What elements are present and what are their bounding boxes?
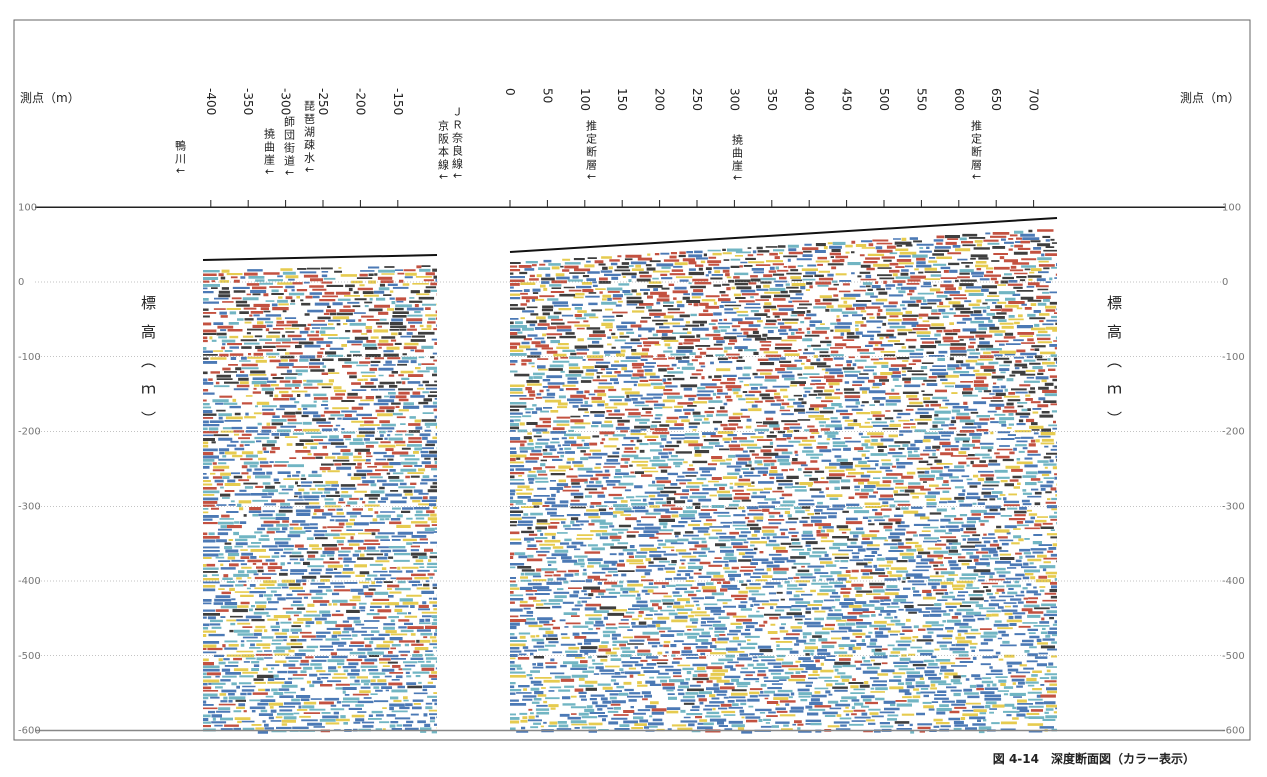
seismic-texture [509, 229, 1057, 733]
annotation: 推定断層↓ [585, 119, 598, 184]
annotation: ＪＲ奈良線↓ [451, 106, 464, 182]
x-tick-label: 150 [615, 88, 629, 111]
y-tick-label: -300 [1222, 501, 1245, 512]
seismic-texture [203, 268, 437, 734]
y-tick-label: 0 [18, 277, 24, 288]
frame [13, 19, 1251, 741]
y-tick-label: -100 [18, 352, 41, 363]
y-tick-label: -500 [1222, 651, 1245, 662]
annotation: 師団街道↓ [283, 116, 296, 180]
seismic-texture [203, 265, 437, 702]
y-tick-label: -300 [18, 501, 41, 512]
annotation: 鴨川↓ [174, 139, 187, 178]
x-tick-label: 400 [802, 88, 816, 111]
station-axis-label: 測点（m） [20, 91, 80, 105]
x-tick-label: 650 [989, 88, 1003, 111]
annotation: 京阪本線↓ [437, 119, 450, 184]
x-tick-label: 600 [952, 88, 966, 111]
x-tick-label: 250 [690, 88, 704, 111]
x-tick-label: 50 [540, 88, 554, 103]
seismic-texture [203, 266, 437, 734]
y-tick-label: -100 [1222, 352, 1245, 363]
x-tick-label: -350 [241, 88, 255, 115]
y-tick-label: -200 [18, 427, 41, 438]
seismic-texture [509, 230, 1057, 734]
y-tick-label: -400 [1222, 576, 1245, 587]
elevation-axis-label: 標高（ｍ） [1105, 295, 1123, 440]
annotation: 推定断層↓ [970, 119, 983, 184]
y-tick-label: -200 [1222, 427, 1245, 438]
x-tick-label: -300 [279, 88, 293, 115]
seismic-texture [509, 232, 1057, 734]
annotation: 琵琶湖疎水↓ [303, 100, 316, 177]
y-tick-label: -400 [18, 576, 41, 587]
x-tick-label: 300 [727, 88, 741, 111]
y-tick-label: 100 [1222, 202, 1241, 213]
annotation: 撓曲崖↓ [731, 134, 744, 185]
y-tick-label: -600 [1222, 726, 1245, 737]
y-tick-label: -500 [18, 651, 41, 662]
x-tick-label: 350 [765, 88, 779, 111]
x-tick-label: 500 [877, 88, 891, 111]
x-tick-label: 0 [503, 88, 517, 96]
y-tick-label: 0 [1222, 277, 1228, 288]
y-tick-label: -600 [18, 726, 41, 737]
station-axis-label: 測点（m） [1180, 91, 1240, 105]
y-tick-label: 100 [18, 202, 37, 213]
x-tick-label: -150 [391, 88, 405, 115]
x-tick-label: -400 [204, 88, 218, 115]
x-tick-label: 450 [840, 88, 854, 111]
x-tick-label: -200 [353, 88, 367, 115]
x-tick-label: 550 [914, 88, 928, 111]
annotation: 撓曲崖↓ [263, 128, 276, 179]
x-tick-label: -250 [316, 88, 330, 115]
x-tick-label: 200 [653, 88, 667, 111]
elevation-axis-label: 標高（ｍ） [139, 295, 157, 440]
caption: 図 4-14 深度断面図（カラー表示） [993, 751, 1195, 766]
ground-surface [202, 254, 438, 261]
ground-surface [509, 217, 1058, 253]
x-tick-label: 100 [578, 88, 592, 111]
x-tick-label: 700 [1027, 88, 1041, 111]
